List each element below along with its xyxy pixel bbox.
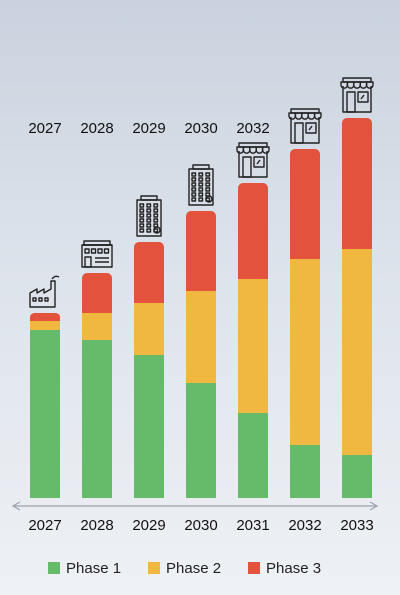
- category-label-2032: 2032: [288, 517, 321, 534]
- bar-top-fill-2029: [134, 248, 164, 303]
- top-label-1: 2028: [80, 120, 113, 137]
- bar-top-fill-2030: [186, 217, 216, 291]
- bar-top-fill-2031: [238, 189, 268, 279]
- legend: Phase 1 Phase 2 Phase 3: [48, 560, 321, 577]
- bar-phase-1-2028: [82, 339, 112, 498]
- axis-arrow-right-icon: [369, 501, 379, 511]
- bar-top-fill-2028: [82, 279, 112, 313]
- bar-top-fill-2032: [290, 155, 320, 259]
- bar-top-fill-2033: [342, 124, 372, 249]
- tower-building-icon: [188, 164, 214, 206]
- bars: [30, 118, 372, 498]
- bar-phase-1-2032: [290, 444, 320, 498]
- legend-label-2: Phase 2: [166, 560, 221, 577]
- bar-top-fill-2027: [30, 317, 60, 321]
- bar-phase-2-2028: [82, 313, 112, 340]
- category-label-2028: 2028: [80, 517, 113, 534]
- axis-arrow-left-icon: [11, 501, 21, 511]
- bar-phase-2-2031: [238, 279, 268, 413]
- bar-phase-1-2033: [342, 454, 372, 498]
- bar-phase-1-2027: [30, 329, 60, 498]
- bar-phase-2-2032: [290, 259, 320, 445]
- category-label-2033: 2033: [340, 517, 373, 534]
- category-label-2031: 2031: [236, 517, 269, 534]
- x-axis: [11, 501, 379, 511]
- bar-phase-1-2029: [134, 354, 164, 498]
- category-labels: 2027 2028 2029 2030 2031 2032 2033: [28, 517, 373, 534]
- office-building-icon: [81, 240, 113, 268]
- top-labels: 2027 2028 2029 2030 2032: [28, 120, 269, 137]
- icons: [29, 77, 374, 308]
- factory-icon: [29, 275, 60, 308]
- top-label-3: 2030: [184, 120, 217, 137]
- storefront-icon: [340, 77, 374, 113]
- legend-label-1: Phase 1: [66, 560, 121, 577]
- top-label-2: 2029: [132, 120, 165, 137]
- bar-phase-2-2027: [30, 321, 60, 330]
- storefront-icon: [236, 142, 270, 178]
- legend-swatch-3: [248, 562, 260, 574]
- top-label-0: 2027: [28, 120, 61, 137]
- bar-phase-2-2033: [342, 249, 372, 455]
- bar-phase-1-2031: [238, 412, 268, 498]
- legend-label-3: Phase 3: [266, 560, 321, 577]
- storefront-icon: [288, 108, 322, 144]
- category-label-2029: 2029: [132, 517, 165, 534]
- legend-swatch-1: [48, 562, 60, 574]
- category-label-2030: 2030: [184, 517, 217, 534]
- legend-swatch-2: [148, 562, 160, 574]
- tower-building-icon: [136, 195, 162, 237]
- category-label-2027: 2027: [28, 517, 61, 534]
- bar-phase-2-2029: [134, 303, 164, 355]
- bar-phase-2-2030: [186, 291, 216, 383]
- top-label-4: 2032: [236, 120, 269, 137]
- bar-phase-1-2030: [186, 382, 216, 498]
